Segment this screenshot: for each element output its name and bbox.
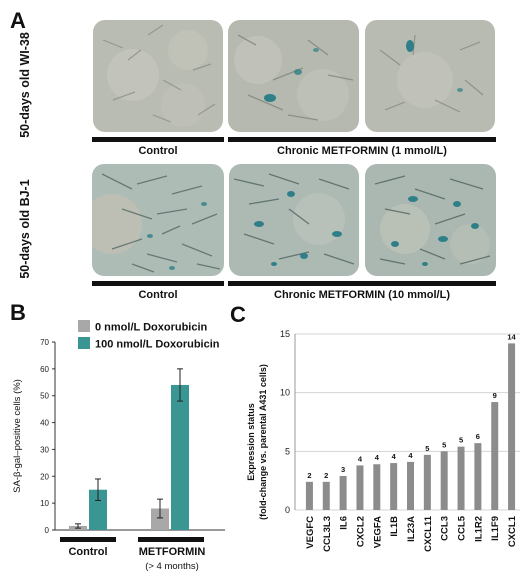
bar-IL23A <box>407 461 414 510</box>
micrograph-wi38-metformin-2 <box>365 20 495 132</box>
panel-c-letter: C <box>230 302 246 327</box>
group-label-duration: (> 4 months) <box>145 561 199 572</box>
y-tick-label: 10 <box>40 499 49 508</box>
y-tick-label: 0 <box>285 505 290 515</box>
bar-CXCL2 <box>356 465 364 510</box>
category-label-CCL3: CCL3 <box>440 516 451 541</box>
senescence-bar-chart: 0 nmol/L Doxorubicin 100 nmol/L Doxorubic… <box>12 320 225 572</box>
row1-control-caption: Control <box>138 145 178 157</box>
bar-CCL5 <box>457 446 465 510</box>
bar-IL1F9 <box>491 402 499 510</box>
value-label-IL1B: 4 <box>392 452 397 461</box>
y-tick-label: 50 <box>40 392 49 401</box>
row1-treatment-caption: Chronic METFORMIN (1 mmol/L) <box>277 145 447 157</box>
legend-swatch-1 <box>78 337 90 349</box>
cytokine-expression-chart: 0 5 10 15 Expression status (fold-change vs. … <box>246 329 520 552</box>
y-tick-label: 30 <box>40 445 49 454</box>
y-tick-label: 40 <box>40 419 49 428</box>
y-tick-label: 5 <box>285 446 290 456</box>
value-label-CXCL2: 4 <box>358 454 363 463</box>
bar-0-1 <box>151 508 169 530</box>
row2-treatment-caption: Chronic METFORMIN (10 mmol/L) <box>274 289 450 301</box>
panel-a-letter: A <box>10 8 26 33</box>
value-label-CCL3L3: 2 <box>324 471 328 480</box>
legend-swatch-0 <box>78 320 90 332</box>
value-label-CXCL1: 14 <box>507 332 516 341</box>
category-label-VEGFC: VEGFC <box>305 516 316 549</box>
y-tick-label: 20 <box>40 472 49 481</box>
y-tick-label: 0 <box>45 526 50 535</box>
value-label-IL23A: 4 <box>408 451 413 460</box>
row1-control-bar <box>92 137 224 142</box>
group-label-metformin: METFORMIN <box>139 546 206 558</box>
micrograph-bj1-metformin-2 <box>365 164 496 276</box>
value-label-IL6: 3 <box>341 465 345 474</box>
legend-label-0: 0 nmol/L Doxorubicin <box>95 322 208 334</box>
legend-label-1: 100 nmol/L Doxorubicin <box>95 339 220 351</box>
bar-IL1B <box>390 463 398 510</box>
category-label-IL23A: IL23A <box>406 516 417 542</box>
row2-control-caption: Control <box>138 289 178 301</box>
bar-CXCL11 <box>423 454 431 510</box>
category-label-CXCL11: CXCL11 <box>423 515 434 552</box>
y-axis-label: SA-β-gal–positive cells (%) <box>12 379 23 493</box>
bar-CCL3L3 <box>322 481 330 510</box>
group-label-control: Control <box>68 546 107 558</box>
category-label-IL1F9: IL1F9 <box>490 516 501 541</box>
value-label-VEGFA: 4 <box>375 453 380 462</box>
value-label-IL1R2: 6 <box>476 432 480 441</box>
row1-cell-line-label: 50-days old WI-38 <box>18 32 32 138</box>
value-label-VEGFC: 2 <box>307 471 311 480</box>
category-label-CCL3L3: CCL3L3 <box>322 516 333 552</box>
row2-cell-line-label: 50-days old BJ-1 <box>18 179 32 279</box>
category-label-VEGFA: VEGFA <box>372 516 383 548</box>
metformin-group-bar <box>138 537 204 542</box>
y-axis-label-line2: (fold-change vs. parental A431 cells) <box>258 364 268 520</box>
bar-CCL3 <box>440 451 448 510</box>
row2-control-bar <box>92 281 224 286</box>
bar-1-1 <box>171 384 189 530</box>
bar-1-0 <box>89 489 107 530</box>
y-tick-label: 15 <box>280 329 290 339</box>
category-label-CXCL2: CXCL2 <box>355 516 366 547</box>
value-label-IL1F9: 9 <box>493 391 497 400</box>
micrograph-bj1-metformin-1 <box>229 164 359 276</box>
y-tick-label: 10 <box>280 388 290 398</box>
bar-IL6 <box>339 475 347 510</box>
category-label-IL1B: IL1B <box>389 516 400 537</box>
value-label-CCL5: 5 <box>459 436 463 445</box>
bar-VEGFC <box>305 481 313 510</box>
value-label-CXCL11: 5 <box>425 444 429 453</box>
micrograph-wi38-metformin-1 <box>228 20 359 132</box>
bar-CXCL1 <box>508 343 516 510</box>
micrograph-bj1-control <box>92 164 224 276</box>
micrograph-wi38-control <box>93 20 223 132</box>
y-tick-label: 70 <box>40 338 49 347</box>
y-axis-label-line1: Expression status <box>246 403 256 481</box>
panel-b-letter: B <box>10 300 26 325</box>
control-group-bar <box>60 537 116 542</box>
row1-treatment-bar <box>228 137 496 142</box>
y-tick-label: 60 <box>40 365 49 374</box>
row2-treatment-bar <box>228 281 496 286</box>
bar-IL1R2 <box>474 443 482 510</box>
category-label-CCL5: CCL5 <box>457 515 468 541</box>
category-label-IL6: IL6 <box>339 516 350 530</box>
value-label-CCL3: 5 <box>442 440 446 449</box>
category-label-CXCL1: CXCL1 <box>507 515 518 547</box>
category-label-IL1R2: IL1R2 <box>473 516 484 542</box>
bar-VEGFA <box>373 464 381 510</box>
